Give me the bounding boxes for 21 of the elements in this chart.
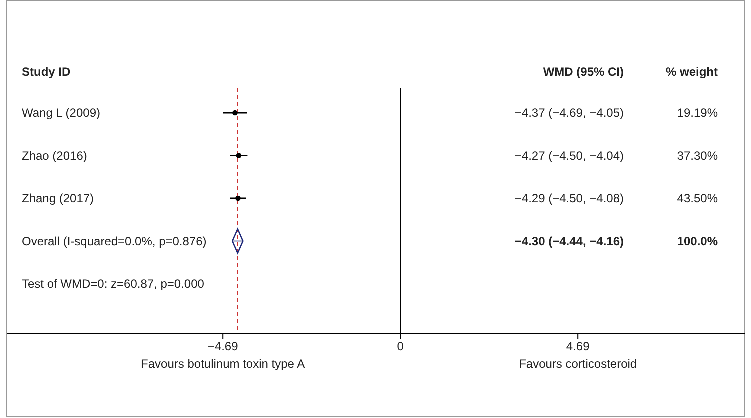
x-tick-label: −4.69 — [208, 340, 239, 354]
annotation: −4.30 (−4.44, −4.16) — [514, 234, 624, 248]
annotation: −4.29 (−4.50, −4.08) — [514, 192, 624, 206]
text: WMD (95% CI) — [543, 65, 624, 80]
y-tick-label: Wang L (2009) — [22, 106, 100, 120]
annotation: 100.0% — [677, 234, 718, 248]
text: Favours corticosteroid — [519, 357, 638, 371]
x-tick-label: 4.69 — [566, 340, 590, 354]
y-tick-label: Zhao (2016) — [22, 148, 88, 163]
annotation: −4.27 (−4.50, −4.04) — [514, 148, 624, 163]
y-axis-title: Study ID — [22, 65, 71, 80]
annotation: 43.50% — [677, 192, 718, 206]
text: % weight — [666, 65, 718, 80]
text: Favours botulinum toxin type A — [141, 357, 306, 371]
y-tick-label: Test of WMD=0: z=60.87, p=0.000 — [22, 277, 205, 292]
x-tick-label: 0 — [397, 340, 404, 354]
y-tick-label: Zhang (2017) — [22, 192, 94, 206]
annotation: 37.30% — [677, 148, 718, 163]
annotation: 19.19% — [677, 106, 718, 120]
annotation: −4.37 (−4.69, −4.05) — [514, 106, 624, 120]
y-tick-label: Overall (I-squared=0.0%, p=0.876) — [22, 234, 207, 248]
